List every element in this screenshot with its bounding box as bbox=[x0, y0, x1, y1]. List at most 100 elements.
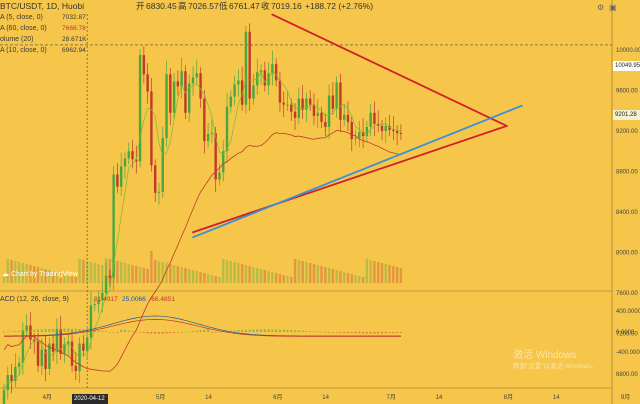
candle-body bbox=[150, 91, 153, 166]
macd-legend[interactable]: ACD (12, 26, close, 9) 91.4917 25.0066 -… bbox=[0, 294, 175, 305]
volume-bar bbox=[44, 269, 47, 283]
candle-body bbox=[165, 74, 168, 139]
macd-histogram-bar bbox=[316, 331, 319, 333]
volume-bar bbox=[184, 268, 187, 283]
macd-histogram-bar bbox=[173, 332, 176, 333]
macd-histogram-bar bbox=[396, 332, 399, 333]
volume-bar bbox=[161, 262, 164, 283]
candle-body bbox=[331, 95, 335, 109]
macd-histogram-bar bbox=[150, 332, 153, 334]
candle-body bbox=[324, 121, 327, 127]
candle-body bbox=[112, 174, 115, 278]
x-tick-label: 14 bbox=[436, 395, 443, 401]
candle-body bbox=[316, 112, 319, 116]
macd-histogram-bar bbox=[188, 331, 191, 332]
macd-v3: -66.4851 bbox=[149, 296, 176, 303]
macd-histogram-bar bbox=[267, 329, 270, 332]
macd-histogram-bar bbox=[256, 329, 259, 332]
volume-bar bbox=[123, 263, 127, 283]
macd-histogram-bar bbox=[135, 331, 138, 333]
candle-body bbox=[78, 343, 81, 371]
volume-bar bbox=[350, 274, 353, 283]
volume-bar bbox=[225, 260, 229, 283]
ma60-line bbox=[3, 130, 402, 372]
macd-histogram-bar bbox=[346, 332, 349, 334]
candle-body bbox=[89, 305, 93, 338]
volume-bar bbox=[274, 273, 278, 283]
date-tag: 2020-04-12 bbox=[72, 394, 108, 404]
volume-bar bbox=[380, 263, 384, 283]
volume-bar bbox=[55, 272, 59, 283]
macd-histogram-bar bbox=[192, 330, 194, 332]
candle-body bbox=[55, 329, 59, 352]
candle-body bbox=[203, 98, 206, 142]
windows-activation-sub: 转到"设置"以激活 Windows。 bbox=[513, 363, 598, 370]
volume-bar bbox=[157, 261, 161, 283]
macd-histogram-bar bbox=[101, 330, 104, 332]
macd-histogram-bar bbox=[93, 330, 96, 332]
macd-histogram-bar bbox=[37, 329, 40, 332]
candle-body bbox=[36, 341, 40, 366]
volume-bar bbox=[293, 259, 297, 283]
settings-icon[interactable]: ⚙ bbox=[597, 3, 605, 12]
volume-bar bbox=[373, 261, 376, 283]
legend-volume[interactable]: olume (20) 28.671K bbox=[0, 34, 87, 45]
volume-bar bbox=[343, 272, 346, 283]
candle-body bbox=[210, 133, 214, 135]
candle-body bbox=[335, 82, 338, 109]
candle-body bbox=[17, 362, 21, 367]
candle-body bbox=[74, 365, 78, 371]
macd-histogram-bar bbox=[176, 332, 179, 333]
macd-histogram-bar bbox=[142, 332, 145, 333]
macd-histogram-bar bbox=[112, 332, 115, 333]
macd-histogram-bar bbox=[203, 329, 206, 332]
legend-ma10-value: 6962.94 bbox=[62, 47, 86, 54]
candle-body bbox=[14, 366, 17, 382]
macd-histogram-bar bbox=[275, 329, 278, 332]
legend-ma5[interactable]: A (5, close, 0) 7032.87 bbox=[0, 12, 86, 23]
y-tick-label: 7600.00 bbox=[616, 291, 638, 297]
macd-label: ACD (12, 26, close, 9) bbox=[0, 296, 69, 303]
macd-histogram-bar bbox=[139, 332, 142, 333]
candle-body bbox=[290, 104, 293, 112]
macd-histogram-bar bbox=[399, 332, 402, 333]
x-tick-label: 7月 bbox=[387, 394, 396, 401]
candle-body bbox=[191, 77, 195, 84]
legend-volume-label: olume (20) bbox=[0, 36, 34, 43]
macd-histogram-bar bbox=[207, 329, 210, 332]
volume-bar bbox=[388, 265, 391, 283]
tradingview-label: Chart by TradingView bbox=[10, 271, 78, 278]
candle-body bbox=[229, 96, 232, 107]
candle-body bbox=[40, 349, 43, 366]
candle-body bbox=[252, 85, 255, 99]
volume-bar bbox=[127, 264, 130, 283]
volume-bar bbox=[384, 264, 387, 283]
volume-bar bbox=[135, 266, 138, 283]
legend-ma60[interactable]: A (60, close, 0) 7668.78 bbox=[0, 23, 86, 34]
volume-bar bbox=[29, 265, 32, 283]
macd-histogram-bar bbox=[369, 332, 372, 334]
trendline-support bbox=[192, 125, 508, 234]
macd-histogram-bar bbox=[373, 332, 376, 334]
candle-body bbox=[240, 80, 244, 105]
candle-body bbox=[237, 80, 240, 85]
volume-bar bbox=[203, 273, 206, 283]
volume-bar bbox=[222, 259, 225, 283]
volume-bar bbox=[14, 261, 17, 283]
volume-bar bbox=[74, 277, 78, 283]
volume-bar bbox=[271, 272, 274, 283]
volume-bar bbox=[218, 277, 221, 283]
volume-bar bbox=[312, 264, 316, 283]
tradingview-logo[interactable]: ☁ Chart by TradingView bbox=[2, 269, 98, 281]
volume-bar bbox=[63, 274, 66, 283]
legend-ma10[interactable]: A (10, close, 0) 6962.94 bbox=[0, 45, 86, 56]
candle-body bbox=[225, 106, 229, 152]
volume-bar bbox=[188, 269, 191, 283]
candle-body bbox=[346, 114, 350, 122]
macd-histogram-bar bbox=[40, 329, 43, 332]
candle-body bbox=[399, 133, 403, 135]
candle-body bbox=[180, 71, 183, 87]
macd-histogram-bar bbox=[343, 332, 346, 333]
screenshot-icon[interactable]: ▣ bbox=[609, 3, 617, 12]
